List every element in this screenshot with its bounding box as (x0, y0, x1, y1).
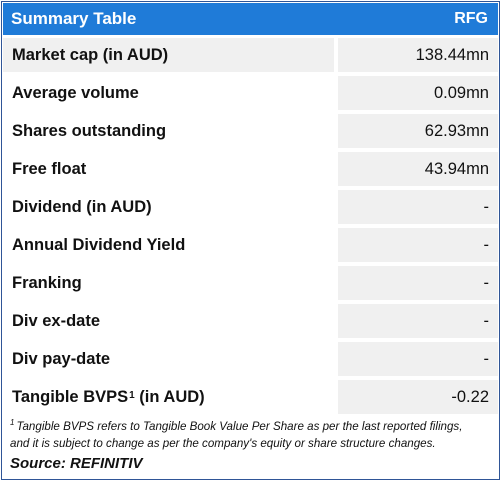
row-value: -0.22 (338, 380, 498, 414)
row-value: 0.09mn (338, 76, 498, 110)
row-label: Dividend (in AUD) (3, 190, 334, 224)
row-label: Free float (3, 152, 334, 186)
row-label: Average volume (3, 76, 334, 110)
row-value: - (338, 228, 498, 262)
row-label: Annual Dividend Yield (3, 228, 334, 262)
row-label: Div ex-date (3, 304, 334, 338)
table-row: Market cap (in AUD) 138.44mn (3, 38, 498, 72)
summary-rows: Market cap (in AUD) 138.44mn Average vol… (3, 38, 498, 418)
table-title: Summary Table (11, 9, 137, 28)
footnote: 1 Tangible BVPS refers to Tangible Book V… (10, 414, 498, 452)
footnote-marker: 1 (10, 418, 15, 427)
row-value: 62.93mn (338, 114, 498, 148)
table-row: Div ex-date - (3, 304, 498, 338)
ticker-label: RFG (454, 10, 488, 27)
source-label: Source: REFINITIV (10, 455, 143, 472)
row-value: - (338, 190, 498, 224)
row-label: Franking (3, 266, 334, 300)
table-row: Annual Dividend Yield - (3, 228, 498, 262)
footnote-ref: 1 (129, 389, 135, 401)
table-row: Div pay-date - (3, 342, 498, 376)
row-value: 43.94mn (338, 152, 498, 186)
row-label: Div pay-date (3, 342, 334, 376)
table-row: Shares outstanding 62.93mn (3, 114, 498, 148)
row-value: - (338, 342, 498, 376)
table-row: Free float 43.94mn (3, 152, 498, 186)
table-row: Average volume 0.09mn (3, 76, 498, 110)
row-label-text: Tangible BVPS (12, 387, 129, 406)
table-header: Summary Table RFG (3, 3, 498, 35)
table-row: Tangible BVPS 1 (in AUD) -0.22 (3, 380, 498, 414)
row-label-suffix: (in AUD) (134, 387, 205, 406)
table-row: Dividend (in AUD) - (3, 190, 498, 224)
row-value: - (338, 266, 498, 300)
footnote-line-1: Tangible BVPS refers to Tangible Book Va… (16, 419, 463, 433)
row-label-tangible-bvps: Tangible BVPS 1 (in AUD) (3, 380, 334, 414)
table-row: Franking - (3, 266, 498, 300)
row-label: Shares outstanding (3, 114, 334, 148)
row-value: 138.44mn (338, 38, 498, 72)
row-label: Market cap (in AUD) (3, 38, 334, 72)
row-value: - (338, 304, 498, 338)
footnote-line-2: and it is subject to change as per the c… (10, 436, 436, 450)
